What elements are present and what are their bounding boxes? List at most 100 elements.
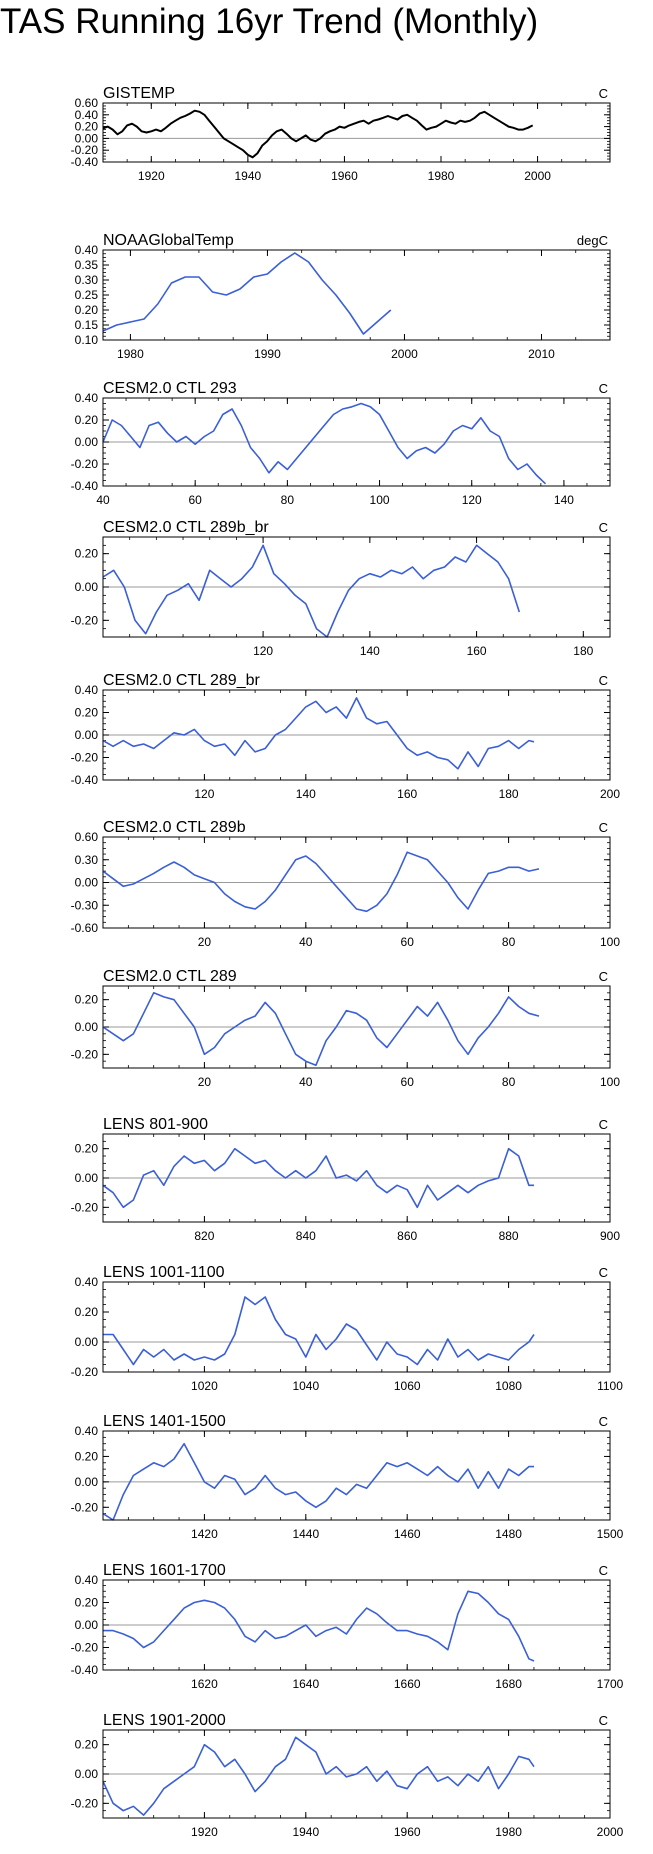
x-tick-label: 1460: [394, 1527, 421, 1541]
panel-1: 1980 1990 2000 2010 0.100.150.200.250.300.35…: [75, 232, 611, 361]
y-tick-label: 0.00: [75, 1475, 99, 1489]
y-tick-label: 0.20: [75, 1142, 99, 1156]
panel-5: 20 40 60 80 100 -0.60 -0.30 0.00 0.30 0.60 CESM2.0…: [71, 819, 621, 949]
plot-frame: [102, 1281, 611, 1373]
panel-unit: C: [599, 820, 608, 835]
x-tick-label: 100: [600, 935, 620, 949]
panel-unit: C: [599, 969, 608, 984]
x-tick-label: 1940: [292, 1825, 319, 1839]
x-tick-label: 140: [554, 493, 574, 507]
y-tick-label: 0.20: [75, 1449, 99, 1463]
y-tick-label: 0.30: [75, 853, 99, 867]
x-tick-label: 1080: [495, 1379, 522, 1393]
x-tick-label: 1960: [331, 169, 358, 183]
x-tick-label: 40: [299, 1075, 313, 1089]
x-tick-label: 2000: [391, 347, 418, 361]
panel-title: LENS 1901-2000: [103, 1712, 226, 1729]
y-tick-label: -0.20: [71, 613, 99, 627]
y-tick-label: -0.20: [71, 1641, 99, 1655]
x-tick-label: 1920: [138, 169, 165, 183]
x-tick-label: 80: [281, 493, 295, 507]
y-tick-label: -0.40: [71, 479, 99, 493]
y-tick-label: 0.20: [75, 1596, 99, 1610]
series-line: [102, 992, 540, 1067]
x-tick-label: 140: [360, 644, 380, 658]
x-tick-label: 1620: [191, 1677, 218, 1691]
y-tick-label: -0.40: [71, 155, 99, 169]
x-tick-label: 1420: [191, 1527, 218, 1541]
panel-11: 1920 1940 1960 1980 2000 -0.20 0.00 0.20 LENS 19…: [71, 1712, 624, 1839]
series-line: [102, 402, 547, 485]
x-tick-label: 1500: [597, 1527, 624, 1541]
x-tick-label: 1020: [191, 1379, 218, 1393]
y-tick-label: 0.40: [75, 108, 99, 122]
y-tick-label: 0.00: [75, 1618, 99, 1632]
y-tick-label: -0.40: [71, 1663, 99, 1677]
x-tick-label: 1100: [597, 1379, 623, 1393]
y-tick-label: -0.30: [71, 898, 99, 912]
x-tick-label: 1680: [495, 1677, 522, 1691]
x-tick-label: 1480: [495, 1527, 522, 1541]
plot-frame: [102, 689, 611, 781]
y-tick-label: 0.10: [75, 333, 99, 347]
y-tick-label: 0.00: [75, 1767, 99, 1781]
y-tick-label: 0.00: [75, 876, 99, 890]
x-tick-label: 100: [600, 1075, 620, 1089]
x-tick-label: 1660: [394, 1677, 421, 1691]
x-tick-label: 20: [198, 1075, 212, 1089]
panel-9: 1420 1440 1460 1480 1500 -0.20 0.00 0.20 0.40 LEN…: [71, 1413, 624, 1541]
y-tick-label: 0.40: [75, 1424, 99, 1438]
y-tick-label: -0.20: [71, 1796, 99, 1810]
x-tick-label: 80: [502, 1075, 516, 1089]
x-tick-label: 1440: [292, 1527, 319, 1541]
x-tick-label: 100: [370, 493, 390, 507]
x-tick-label: 2000: [597, 1825, 624, 1839]
y-tick-label: 0.40: [75, 243, 99, 257]
panel-2: 40 60 80 100 120 140 -0.40 -0.20 0.00 0.20 0.40 CES…: [71, 380, 611, 507]
y-tick-label: 0.40: [75, 1275, 99, 1289]
panel-title: CESM2.0 CTL 293: [103, 380, 237, 397]
x-tick-label: 120: [194, 787, 214, 801]
panel-6: 20 40 60 80 100 -0.20 0.00 0.20 CESM2.0 CTL 289 C: [71, 968, 621, 1089]
x-tick-label: 140: [296, 787, 316, 801]
series-line: [102, 109, 534, 159]
x-tick-label: 180: [573, 644, 593, 658]
x-tick-label: 20: [198, 935, 212, 949]
y-tick-label: 0.20: [75, 1305, 99, 1319]
panel-unit: C: [599, 673, 608, 688]
plot-frame: [102, 1133, 611, 1223]
series-line: [102, 851, 540, 913]
y-tick-label: -0.20: [71, 1047, 99, 1061]
plot-frame: [102, 536, 611, 638]
series-line: [102, 544, 521, 638]
y-tick-label: 0.00: [75, 131, 99, 145]
x-tick-label: 1060: [394, 1379, 421, 1393]
y-tick-label: 0.30: [75, 273, 99, 287]
panel-title: CESM2.0 CTL 289: [103, 968, 237, 985]
x-tick-label: 1940: [235, 169, 262, 183]
y-tick-label: -0.40: [71, 773, 99, 787]
plot-frame: [102, 836, 611, 929]
x-tick-label: 1040: [292, 1379, 319, 1393]
y-tick-label: 0.15: [75, 318, 99, 332]
y-tick-label: 0.60: [75, 96, 99, 110]
panel-title: LENS 801-900: [103, 1116, 208, 1133]
y-tick-label: -0.20: [71, 457, 99, 471]
panel-title: LENS 1601-1700: [103, 1562, 226, 1579]
panel-title: NOAAGlobalTemp: [103, 232, 234, 249]
plot-frame: [102, 985, 611, 1069]
plot-frame: [102, 397, 611, 487]
x-tick-label: 120: [253, 644, 273, 658]
panel-unit: degC: [577, 233, 608, 248]
x-tick-label: 1980: [428, 169, 455, 183]
x-tick-label: 200: [600, 787, 620, 801]
x-tick-label: 1640: [292, 1677, 319, 1691]
series-line: [102, 252, 392, 335]
y-tick-label: 0.00: [75, 1335, 99, 1349]
y-tick-label: 0.35: [75, 258, 99, 272]
y-tick-label: 0.40: [75, 391, 99, 405]
panel-unit: C: [599, 1414, 608, 1429]
y-tick-label: -0.20: [71, 1365, 99, 1379]
panel-4: 120 140 160 180 200 -0.40 -0.20 0.00 0.20 0.40 CES…: [71, 672, 621, 801]
y-tick-label: 0.25: [75, 288, 99, 302]
